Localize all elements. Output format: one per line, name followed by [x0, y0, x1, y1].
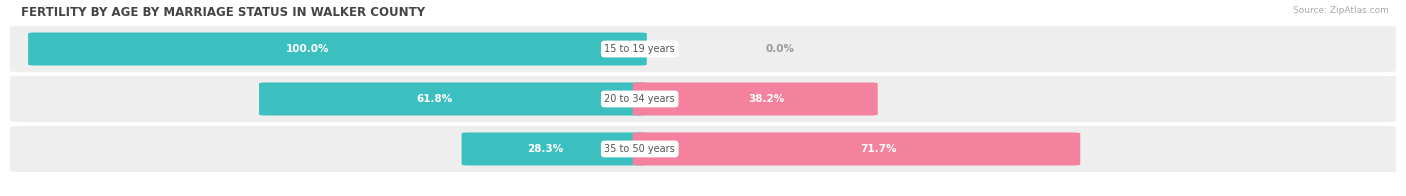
Text: 20 to 34 years: 20 to 34 years [605, 94, 675, 104]
FancyBboxPatch shape [28, 33, 647, 65]
Text: 35 to 50 years: 35 to 50 years [605, 144, 675, 154]
Text: 15 to 19 years: 15 to 19 years [605, 44, 675, 54]
Text: 100.0%: 100.0% [285, 44, 329, 54]
Text: 61.8%: 61.8% [416, 94, 453, 104]
Text: 0.0%: 0.0% [766, 44, 794, 54]
FancyBboxPatch shape [633, 132, 1080, 165]
Text: FERTILITY BY AGE BY MARRIAGE STATUS IN WALKER COUNTY: FERTILITY BY AGE BY MARRIAGE STATUS IN W… [21, 6, 425, 19]
FancyBboxPatch shape [10, 76, 1396, 122]
FancyBboxPatch shape [10, 26, 1396, 72]
FancyBboxPatch shape [461, 132, 647, 165]
FancyBboxPatch shape [10, 126, 1396, 172]
Text: 38.2%: 38.2% [748, 94, 785, 104]
Text: Source: ZipAtlas.com: Source: ZipAtlas.com [1294, 6, 1389, 15]
FancyBboxPatch shape [259, 83, 647, 115]
Text: 28.3%: 28.3% [527, 144, 564, 154]
FancyBboxPatch shape [633, 83, 877, 115]
Text: 71.7%: 71.7% [860, 144, 897, 154]
